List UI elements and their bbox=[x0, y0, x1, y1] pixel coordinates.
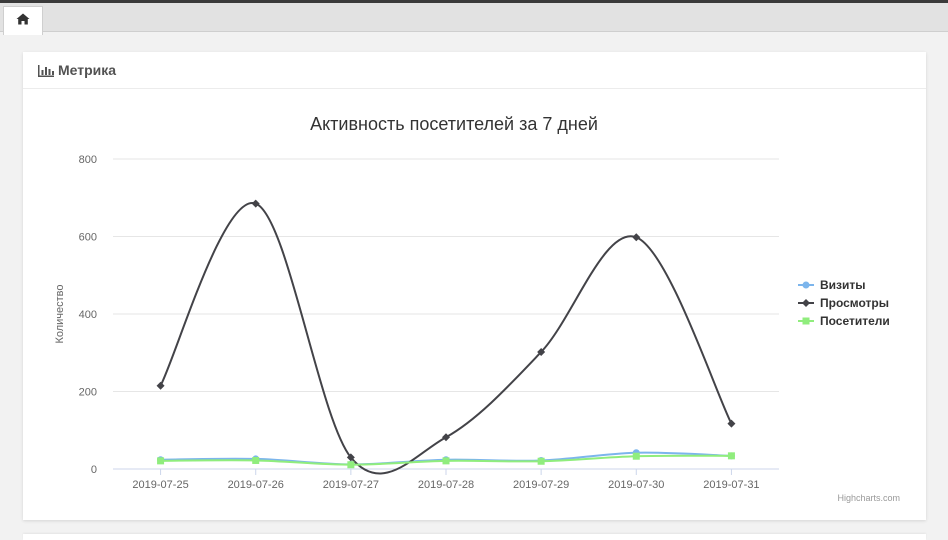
series-2[interactable] bbox=[156, 199, 736, 475]
legend-label: Посетители bbox=[820, 314, 890, 328]
x-tick-label: 2019-07-26 bbox=[228, 479, 284, 491]
tab-strip bbox=[0, 3, 948, 35]
legend-marker bbox=[802, 299, 810, 307]
data-point[interactable] bbox=[727, 419, 736, 428]
visitor-activity-chart: Активность посетителей за 7 дней Количес… bbox=[54, 114, 900, 503]
panel-title: Метрика bbox=[58, 62, 117, 78]
y-tick-label: 0 bbox=[91, 464, 97, 476]
data-point[interactable] bbox=[727, 452, 735, 460]
legend-marker bbox=[802, 281, 810, 289]
y-tick-label: 400 bbox=[79, 309, 97, 321]
panel-header: Метрика bbox=[23, 52, 926, 89]
chart-title: Активность посетителей за 7 дней bbox=[310, 114, 598, 134]
data-point[interactable] bbox=[442, 433, 450, 442]
window-top-bar bbox=[0, 0, 948, 3]
y-tick-label: 800 bbox=[79, 154, 97, 166]
data-point[interactable] bbox=[347, 461, 355, 469]
y-tick-label: 600 bbox=[79, 232, 97, 244]
tab-home[interactable] bbox=[3, 6, 43, 35]
y-axis-title: Количество bbox=[54, 284, 66, 343]
data-point[interactable] bbox=[442, 457, 450, 465]
series-3[interactable] bbox=[157, 452, 735, 469]
legend-item[interactable]: Посетители bbox=[798, 314, 890, 328]
x-tick-label: 2019-07-29 bbox=[513, 479, 569, 491]
x-tick-label: 2019-07-28 bbox=[418, 479, 474, 491]
bar-chart-icon bbox=[38, 64, 54, 82]
y-tick-label: 200 bbox=[79, 387, 97, 399]
legend-label: Просмотры bbox=[820, 296, 889, 310]
legend-marker bbox=[802, 317, 810, 325]
legend-label: Визиты bbox=[820, 278, 866, 292]
data-point[interactable] bbox=[157, 457, 165, 465]
data-point[interactable] bbox=[632, 452, 640, 460]
series-line[interactable] bbox=[159, 202, 733, 475]
x-tick-label: 2019-07-27 bbox=[323, 479, 379, 491]
chart-area: Активность посетителей за 7 дней Количес… bbox=[23, 52, 926, 520]
data-point[interactable] bbox=[346, 453, 355, 462]
next-panel-edge bbox=[23, 534, 926, 540]
credits-link[interactable]: Highcharts.com bbox=[837, 493, 900, 503]
metrics-panel: Метрика Активность посетителей за 7 дней… bbox=[23, 52, 926, 520]
home-icon bbox=[16, 12, 30, 30]
data-point[interactable] bbox=[251, 199, 260, 208]
data-point[interactable] bbox=[156, 381, 165, 390]
legend-item[interactable]: Просмотры bbox=[798, 296, 889, 310]
data-point[interactable] bbox=[632, 233, 641, 242]
x-tick-label: 2019-07-31 bbox=[703, 479, 759, 491]
x-tick-label: 2019-07-25 bbox=[132, 479, 188, 491]
legend-item[interactable]: Визиты bbox=[798, 278, 866, 292]
data-point[interactable] bbox=[537, 347, 546, 356]
data-point[interactable] bbox=[252, 456, 260, 464]
data-point[interactable] bbox=[537, 457, 545, 465]
x-tick-label: 2019-07-30 bbox=[608, 479, 664, 491]
